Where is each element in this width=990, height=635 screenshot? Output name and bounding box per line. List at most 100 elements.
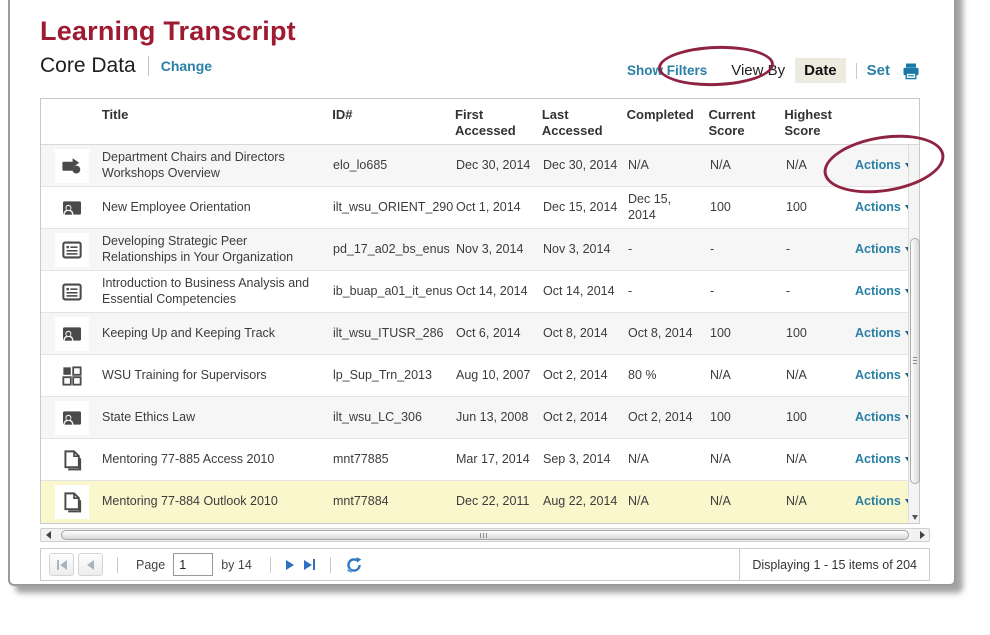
highest-score: N/A — [786, 367, 807, 382]
first-accessed: Jun 13, 2008 — [456, 409, 529, 424]
course-id: ilt_wsu_LC_306 — [333, 409, 422, 424]
icon-cell — [41, 442, 102, 477]
last-page-button[interactable] — [303, 559, 316, 570]
last-accessed: Oct 14, 2014 — [543, 283, 615, 298]
table-rows: Department Chairs and Directors Workshop… — [41, 145, 913, 523]
actions-menu-button[interactable]: Actions — [855, 200, 913, 216]
course-id: mnt77884 — [333, 494, 389, 509]
column-header-title: Title — [101, 107, 129, 122]
actions-cell: Actions — [855, 242, 913, 258]
last-accessed: Sep 3, 2014 — [543, 451, 611, 466]
completed: Oct 8, 2014 — [628, 325, 693, 340]
actions-menu-button[interactable]: Actions — [855, 242, 913, 258]
course-id: ib_buap_a01_it_enus — [333, 283, 453, 298]
vertical-scrollbar-thumb[interactable] — [910, 238, 920, 484]
first-accessed: Nov 3, 2014 — [456, 241, 524, 256]
current-score: N/A — [710, 367, 731, 382]
completed: Oct 2, 2014 — [628, 409, 693, 424]
actions-menu-button[interactable]: Actions — [855, 494, 913, 510]
refresh-icon[interactable] — [345, 556, 363, 574]
instructor-led-icon — [54, 400, 89, 435]
scroll-left-arrow-icon[interactable] — [41, 531, 55, 539]
divider — [855, 62, 857, 79]
course-id: ilt_wsu_ORIENT_290 — [333, 199, 454, 214]
change-link[interactable]: Change — [160, 58, 213, 74]
displaying-count: Displaying 1 - 15 items of 204 — [739, 549, 929, 580]
learning-plan-icon — [54, 358, 89, 393]
content-card: Learning Transcript Core Data Change Sho… — [8, 0, 956, 586]
view-by-date-toggle[interactable]: Date — [795, 58, 846, 83]
page-count-label: by 14 — [221, 557, 252, 572]
current-score: 100 — [710, 199, 731, 214]
highest-score: 100 — [786, 199, 807, 214]
highest-score: 100 — [786, 409, 807, 424]
course-id: mnt77885 — [333, 451, 389, 466]
table-body: Department Chairs and Directors Workshop… — [41, 145, 920, 523]
pagination-controls: Page by 14 — [41, 553, 739, 576]
course-title: Mentoring 77-885 Access 2010 — [102, 451, 275, 466]
table-header-row: Title ID# First Accessed Last Accessed Compl… — [41, 99, 919, 145]
course-title: Developing Strategic Peer Relationships … — [102, 233, 294, 264]
instructor-led-icon — [54, 190, 89, 225]
set-link[interactable]: Set — [866, 62, 890, 79]
course-icon — [54, 274, 89, 309]
table-row: WSU Training for Supervisors lp_Sup_Trn_2… — [41, 355, 913, 397]
horizontal-scrollbar[interactable] — [40, 528, 930, 542]
last-accessed: Dec 15, 2014 — [543, 199, 618, 214]
first-page-button[interactable] — [49, 553, 74, 576]
completed: N/A — [628, 494, 649, 509]
actions-cell: Actions — [855, 410, 913, 426]
table-row: Mentoring 77-884 Outlook 2010 mnt77884 Dec… — [41, 481, 913, 523]
icon-cell — [41, 274, 102, 309]
highest-score: N/A — [786, 157, 807, 172]
actions-cell: Actions — [855, 368, 913, 384]
last-accessed: Nov 3, 2014 — [543, 241, 611, 256]
course-title: WSU Training for Supervisors — [102, 367, 267, 382]
completed: - — [628, 283, 633, 298]
table-row: Developing Strategic Peer Relationships … — [41, 229, 913, 271]
page-number-input[interactable] — [173, 553, 214, 576]
actions-menu-button[interactable]: Actions — [855, 368, 913, 384]
next-page-button[interactable] — [285, 559, 294, 570]
pagination-bar: Page by 14 Displaying 1 - 15 items of 20… — [40, 548, 930, 581]
page-label: Page — [136, 557, 166, 572]
icon-cell — [41, 485, 102, 519]
actions-cell: Actions — [855, 452, 913, 468]
scrollbar-grip — [913, 357, 917, 366]
actions-menu-button[interactable]: Actions — [855, 452, 913, 468]
actions-menu-button[interactable]: Actions — [855, 158, 913, 174]
completed: N/A — [628, 451, 649, 466]
actions-menu-button[interactable]: Actions — [855, 410, 913, 426]
highest-score: - — [786, 241, 791, 256]
first-accessed: Dec 30, 2014 — [456, 157, 531, 172]
first-accessed: Dec 22, 2011 — [456, 494, 530, 509]
vertical-scrollbar[interactable] — [908, 145, 920, 523]
current-score: N/A — [710, 451, 731, 466]
icon-cell — [41, 148, 102, 183]
first-accessed: Oct 1, 2014 — [456, 199, 521, 214]
horizontal-scrollbar-thumb[interactable] — [61, 530, 909, 540]
actions-cell: Actions — [855, 326, 913, 342]
column-header-id-: ID# — [332, 107, 353, 122]
actions-menu-button[interactable]: Actions — [855, 284, 913, 300]
first-accessed: Mar 17, 2014 — [456, 451, 530, 466]
table-row: Keeping Up and Keeping Track ilt_wsu_ITUS… — [41, 313, 913, 355]
printer-icon[interactable] — [900, 61, 922, 81]
actions-menu-button[interactable]: Actions — [855, 326, 913, 342]
transcript-table: Title ID# First Accessed Last Accessed Compl… — [40, 98, 920, 524]
instructor-led-icon — [54, 316, 89, 351]
last-accessed: Oct 2, 2014 — [543, 409, 608, 424]
course-id: pd_17_a02_bs_enus — [333, 241, 450, 256]
first-accessed: Oct 6, 2014 — [456, 325, 521, 340]
scroll-down-arrow-icon[interactable] — [912, 515, 918, 520]
show-filters-link[interactable]: Show Filters — [626, 63, 708, 78]
completed: 80 % — [628, 367, 657, 382]
toolbar: Show Filters View By Date Set — [627, 58, 922, 83]
icon-column-header — [41, 99, 102, 144]
learning-object-icon — [54, 148, 89, 183]
previous-page-button[interactable] — [78, 553, 103, 576]
actions-cell: Actions — [855, 200, 913, 216]
scroll-right-arrow-icon[interactable] — [915, 531, 929, 539]
document-icon — [54, 442, 89, 477]
